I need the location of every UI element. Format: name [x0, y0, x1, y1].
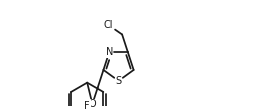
- Text: O: O: [88, 99, 96, 109]
- Text: S: S: [115, 76, 122, 86]
- Text: Cl: Cl: [103, 20, 113, 30]
- Text: N: N: [105, 47, 113, 57]
- Text: F: F: [84, 101, 90, 111]
